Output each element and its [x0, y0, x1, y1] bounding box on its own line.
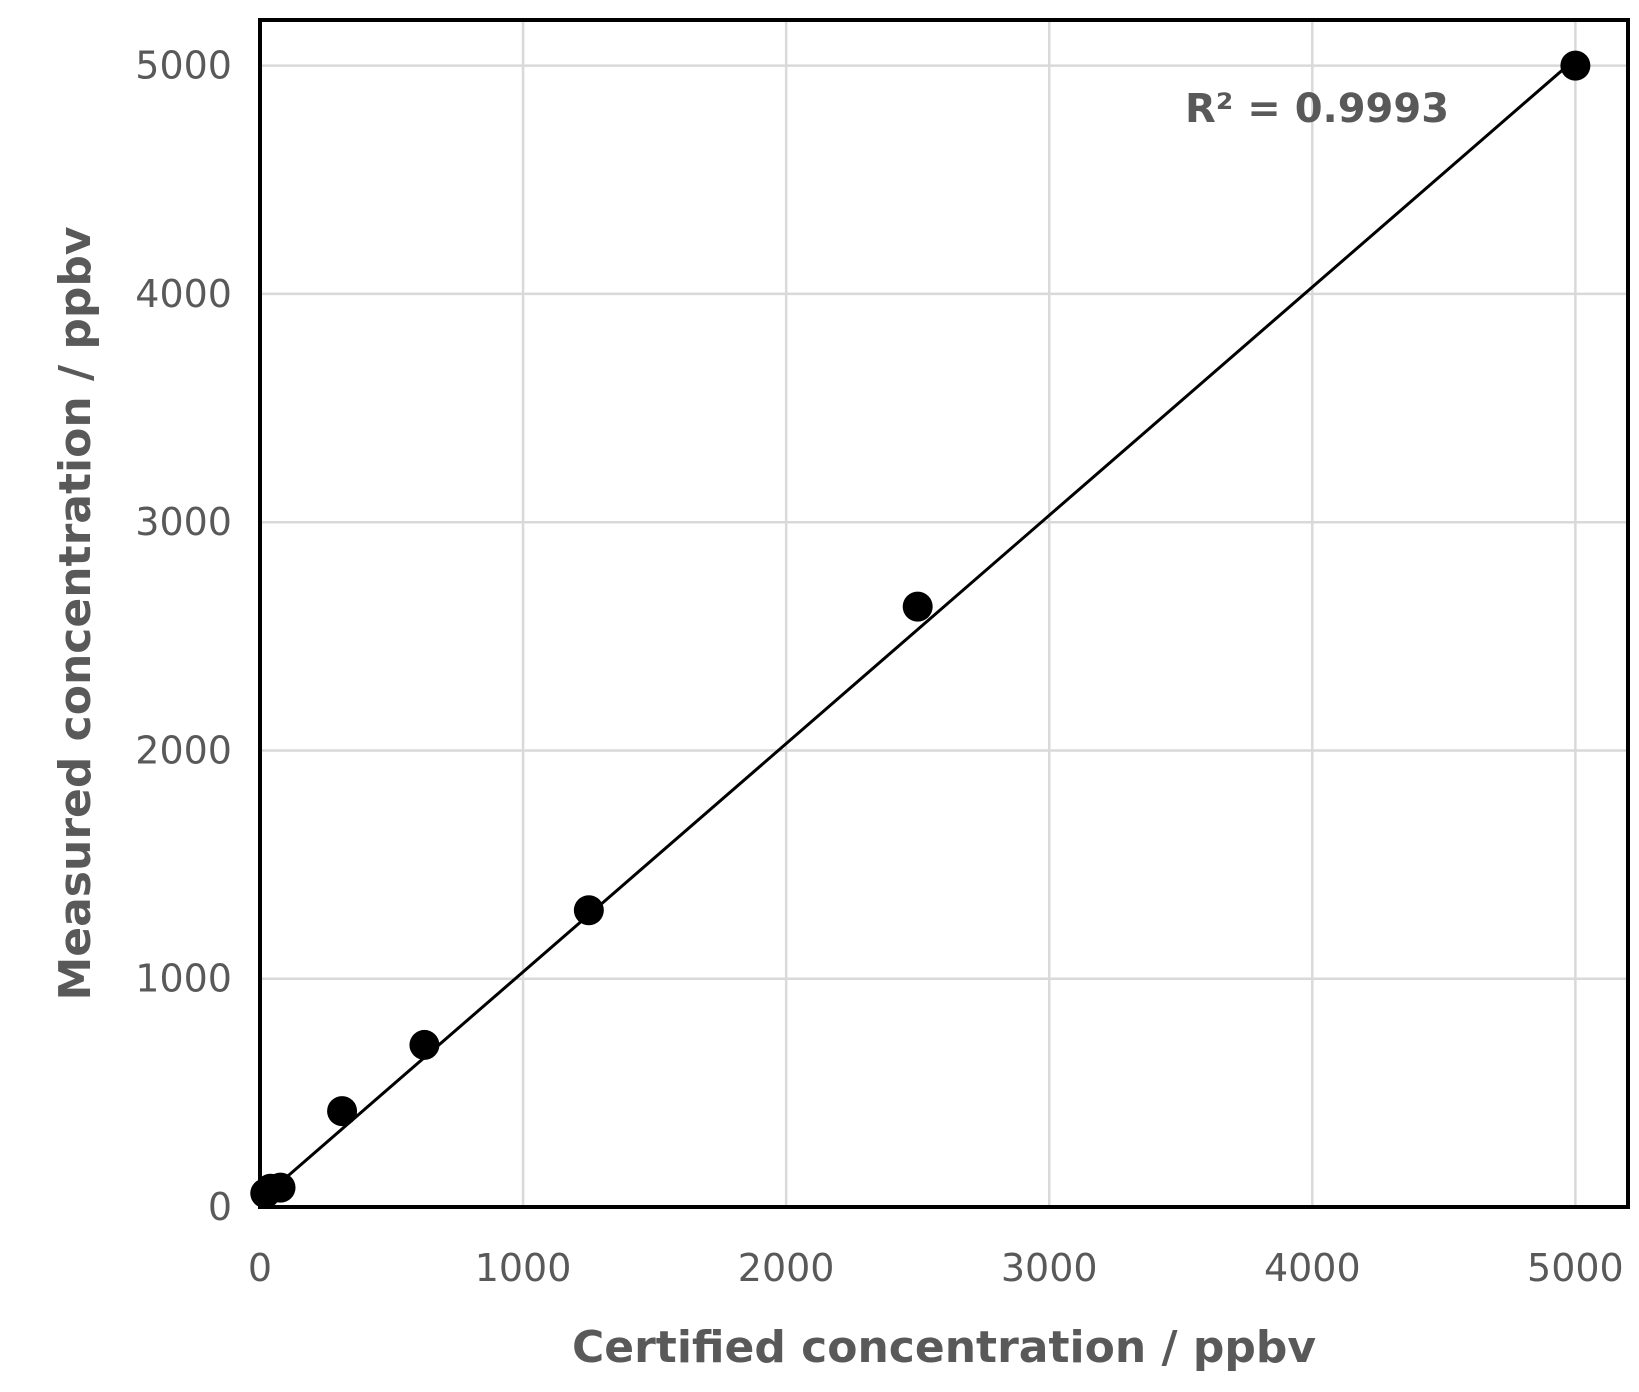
x-tick-label: 1000 — [475, 1246, 572, 1290]
y-tick-label: 3000 — [135, 500, 232, 544]
gridlines — [260, 20, 1628, 1207]
y-tick-label: 1000 — [135, 957, 232, 1001]
data-point — [573, 895, 604, 926]
x-tick-label: 4000 — [1264, 1246, 1361, 1290]
data-point — [902, 591, 933, 622]
y-tick-label: 2000 — [135, 728, 232, 772]
y-tick-label: 0 — [208, 1185, 232, 1229]
y-tick-label: 4000 — [135, 272, 232, 316]
data-points — [250, 50, 1591, 1209]
y-tick-label: 5000 — [135, 44, 232, 88]
r-squared-annotation: R² = 0.9993 — [1185, 86, 1449, 132]
data-point — [409, 1029, 440, 1060]
x-tick-label: 5000 — [1527, 1246, 1624, 1290]
data-point — [327, 1096, 358, 1127]
y-axis-title: Measured concentration / ppbv — [50, 226, 101, 1000]
x-tick-label: 3000 — [1001, 1246, 1098, 1290]
x-tick-label: 0 — [248, 1246, 272, 1290]
data-point — [265, 1172, 296, 1203]
data-point — [1560, 50, 1591, 81]
plot-area-frame — [258, 18, 1630, 1209]
x-tick-label: 2000 — [738, 1246, 835, 1290]
x-axis-tick-labels: 0 1000 2000 3000 4000 5000 — [248, 1246, 1624, 1290]
x-axis-title: Certified concentration / ppbv — [572, 1322, 1316, 1373]
trendline — [264, 57, 1577, 1197]
y-axis-tick-labels: 0 1000 2000 3000 4000 5000 — [135, 44, 232, 1229]
